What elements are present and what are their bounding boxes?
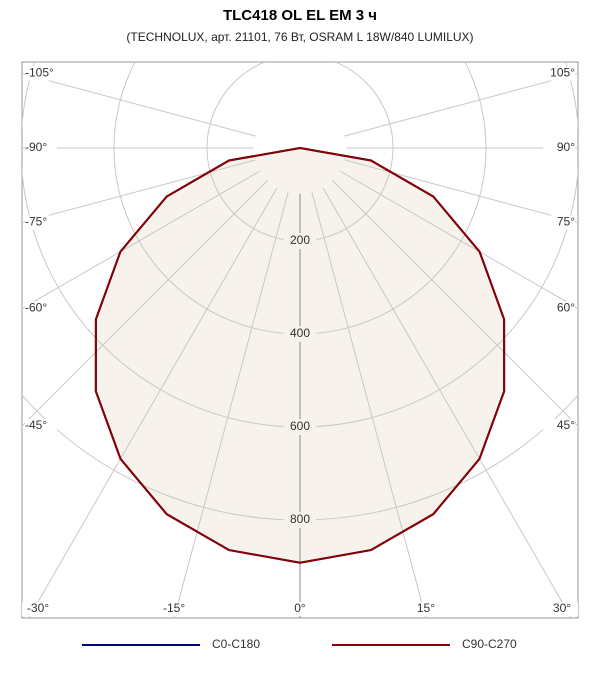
grid-line — [339, 170, 578, 309]
angle-tick-label: 30° — [553, 601, 571, 615]
tick-label-bg — [25, 66, 57, 81]
r-tick-label: 600 — [290, 419, 310, 433]
angle-tick-label: 60° — [557, 301, 575, 315]
angle-tick-label: -45° — [25, 418, 47, 432]
tick-label-bg — [22, 602, 54, 616]
legend-label: C0-C180 — [212, 637, 260, 651]
tick-label-bg — [25, 215, 57, 230]
angle-tick-label: -90° — [25, 140, 47, 154]
tick-label-bg — [543, 301, 575, 316]
angle-tick-label: 90° — [557, 140, 575, 154]
grid-line — [22, 180, 268, 427]
angle-tick-label: 105° — [550, 66, 575, 80]
tick-label-bg — [284, 602, 316, 616]
tick-label-bg — [158, 602, 191, 616]
grid-line — [173, 192, 289, 618]
tick-label-bg — [546, 602, 578, 616]
legend-label: C90-C270 — [462, 637, 517, 651]
tick-label-bg — [25, 419, 57, 433]
tick-label-bg — [543, 215, 575, 230]
r-tick-label: 800 — [290, 512, 310, 526]
r-tick-label: 200 — [290, 233, 310, 247]
tick-label-bg — [543, 419, 575, 433]
angle-tick-label: 45° — [557, 418, 575, 432]
grid-line — [344, 73, 578, 137]
grid-line — [322, 187, 572, 618]
tick-label-bg — [25, 141, 57, 155]
plot — [22, 62, 578, 618]
tick-label-bg — [409, 602, 442, 616]
grid-line — [22, 73, 256, 137]
angle-tick-label: -60° — [25, 301, 47, 315]
chart-title: TLC418 OL EL EM 3 ч — [223, 7, 377, 24]
tick-label-bg — [543, 141, 575, 155]
tick-label-bg — [284, 419, 316, 435]
tick-label-bg — [543, 66, 575, 81]
angle-tick-label: -75° — [25, 215, 47, 229]
grid-line — [22, 170, 261, 309]
curve-line — [94, 147, 506, 564]
angle-tick-label: -105° — [25, 66, 54, 80]
angle-tick-label: 0° — [294, 601, 306, 615]
tick-label-bg — [284, 326, 316, 342]
tick-label-bg — [25, 301, 57, 316]
tick-label-bg — [284, 233, 316, 249]
grid-line — [28, 187, 278, 618]
grid-line — [344, 159, 578, 223]
tick-label-bg — [284, 512, 316, 528]
grid-line — [332, 180, 578, 427]
r-tick-label: 400 — [290, 326, 310, 340]
grid-line — [311, 192, 427, 618]
angle-tick-label: 15° — [417, 601, 435, 615]
chart-subtitle: (TECHNOLUX, арт. 21101, 76 Вт, OSRAM L 1… — [126, 30, 473, 44]
angle-tick-label: -30° — [27, 601, 49, 615]
grid-line — [22, 159, 256, 223]
angle-tick-label: -15° — [163, 601, 185, 615]
angle-tick-label: 75° — [557, 215, 575, 229]
